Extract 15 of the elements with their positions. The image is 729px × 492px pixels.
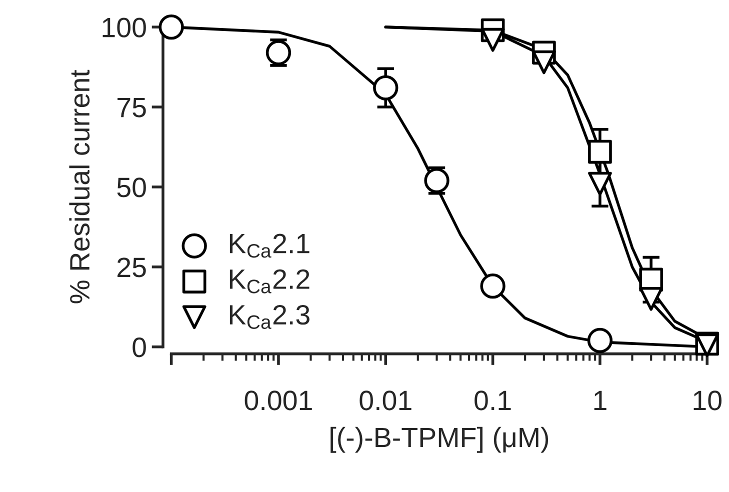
x-tick-label: 10 — [694, 390, 722, 410]
y-axis-title: % Residual current — [69, 70, 90, 304]
y-tick-label: 75 — [118, 98, 146, 118]
x-tick-label: 0.1 — [474, 390, 511, 410]
x-tick-label: 0.01 — [360, 390, 412, 410]
y-tick-label: 50 — [117, 178, 146, 198]
x-axis-title: [(-)-B-TPMF] (μM) — [330, 426, 548, 453]
legend-label: K$_{Ca}$2.2 — [230, 269, 310, 294]
y-tick-label: 100 — [102, 18, 146, 38]
x-tick-label: 1 — [594, 390, 606, 410]
x-tick-label: 0.001 — [244, 390, 312, 410]
y-tick-label: 25 — [118, 258, 146, 278]
y-tick-label: 0 — [132, 338, 146, 358]
legend-label: K$_{Ca}$2.1 — [230, 234, 310, 258]
legend-label: K$_{Ca}$2.3 — [230, 304, 310, 329]
